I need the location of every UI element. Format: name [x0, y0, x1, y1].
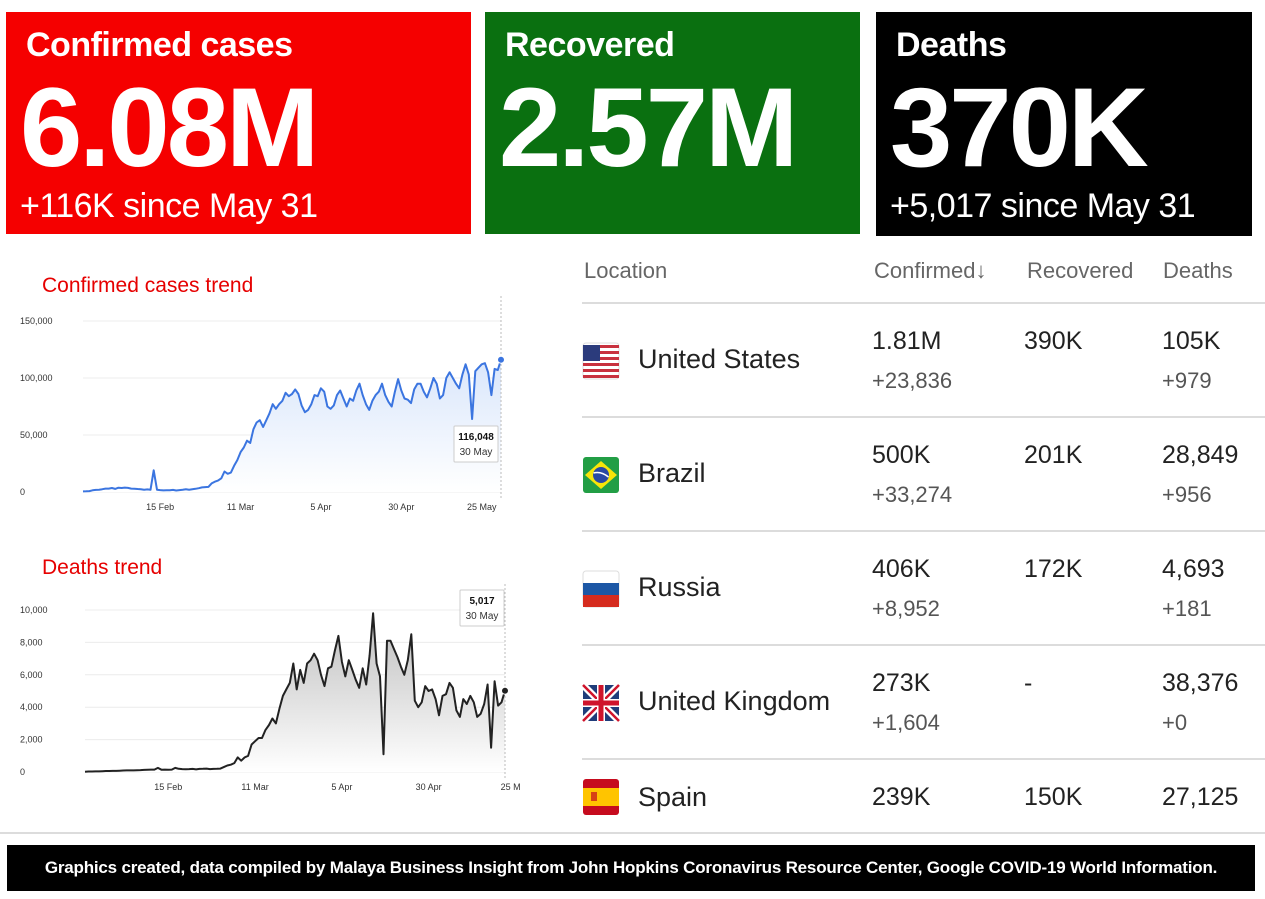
tooltip-box: [459, 589, 505, 627]
deaths-header[interactable]: Deaths: [1163, 258, 1233, 283]
uk-flag-icon: [582, 684, 620, 722]
x-tick-label: 25 May: [501, 782, 520, 792]
recovered-header[interactable]: Recovered: [1027, 258, 1134, 283]
table-row-united-kingdom[interactable]: United Kingdom 273K +1,604 - 38,376 +0: [582, 644, 1265, 760]
table-row-united-states[interactable]: United States 1.81M +23,836 390K 105K +9…: [582, 302, 1265, 418]
y-tick-label: 10,000: [20, 605, 48, 615]
table-row-brazil[interactable]: Brazil 500K +33,274 201K 28,849 +956: [582, 416, 1265, 532]
x-tick-label: 15 Feb: [146, 502, 174, 512]
trend-area: [85, 613, 505, 772]
confirmed-value: 1.81M: [872, 327, 942, 355]
deaths-value: 4,693: [1162, 555, 1225, 583]
x-tick-label: 15 Feb: [154, 782, 182, 792]
deaths-delta: +979: [1162, 368, 1212, 393]
deaths-value: 38,376: [1162, 669, 1239, 697]
y-tick-label: 150,000: [20, 316, 53, 326]
confirmed-value: 500K: [872, 441, 931, 469]
confirmed-delta: +1,604: [872, 710, 940, 735]
confirmed-card-value: 6.08M: [20, 65, 319, 190]
trend-line: [84, 612, 506, 773]
x-tick-label: 11 Mar: [227, 502, 254, 512]
country-name: Brazil: [638, 458, 706, 488]
recovered-card-title: Recovered: [505, 26, 675, 64]
table-row-russia[interactable]: Russia 406K +8,952 172K 4,693 +181: [582, 530, 1265, 646]
confirmed-header-label: Confirmed: [874, 258, 976, 283]
x-tick-label: 11 Mar: [241, 782, 268, 792]
tooltip-date: 30 May: [460, 447, 493, 458]
footer-credit: Graphics created, data compiled by Malay…: [7, 845, 1255, 891]
y-tick-label: 50,000: [20, 430, 48, 440]
us-flag-icon: [582, 342, 620, 380]
confirmed-delta: +33,274: [872, 482, 953, 507]
x-tick-label: 30 Apr: [416, 782, 442, 792]
brazil-flag-icon: [583, 457, 619, 493]
x-tick-label: 5 Apr: [310, 502, 331, 512]
recovered-value: 172K: [1024, 555, 1083, 583]
confirmed-value: 239K: [872, 783, 931, 811]
tooltip-value: 116,048: [458, 432, 494, 443]
country-name: Spain: [638, 782, 708, 812]
x-tick-label: 5 Apr: [331, 782, 352, 792]
y-tick-label: 2,000: [20, 735, 43, 745]
tooltip-value: 5,017: [469, 596, 494, 607]
table-row-spain[interactable]: Spain 239K 150K 27,125: [582, 758, 1265, 834]
deaths-card-title: Deaths: [896, 26, 1007, 64]
deaths-delta: +956: [1162, 482, 1212, 507]
y-tick-label: 0: [20, 767, 25, 777]
recovered-card: Recovered 2.57M: [485, 12, 860, 234]
deaths-card: Deaths 370K +5,017 since May 31: [876, 12, 1252, 236]
deaths-value: 27,125: [1162, 783, 1239, 811]
trend-area: [83, 359, 501, 492]
x-tick-label: 25 May: [467, 502, 497, 512]
confirmed-value: 406K: [872, 555, 931, 583]
deaths-card-value: 370K: [890, 65, 1149, 190]
tooltip-date: 30 May: [466, 611, 499, 622]
trend-line: [82, 359, 502, 493]
x-tick-label: 30 Apr: [388, 502, 414, 512]
recovered-card-value: 2.57M: [499, 65, 798, 190]
deaths-delta: +181: [1162, 596, 1212, 621]
deaths-card-delta: +5,017 since May 31: [890, 187, 1196, 225]
latest-data-point: [501, 686, 509, 695]
recovered-value: 201K: [1024, 441, 1083, 469]
deaths-trend-chart: 0 2,000 4,000 6,000 8,000 10,000 15 Feb 11 Mar 5…: [20, 584, 520, 792]
confirmed-card-delta: +116K since May 31: [20, 187, 318, 225]
country-name: United States: [638, 344, 801, 374]
confirmed-value: 273K: [872, 669, 931, 697]
deaths-trend-title: Deaths trend: [42, 556, 163, 579]
confirmed-delta: +8,952: [872, 596, 940, 621]
country-name: Russia: [638, 572, 721, 602]
y-tick-label: 6,000: [20, 670, 43, 680]
spain-flag-icon: [583, 779, 619, 815]
confirmed-cases-card: Confirmed cases 6.08M +116K since May 31: [6, 12, 471, 234]
country-name: United Kingdom: [638, 686, 831, 716]
deaths-value: 28,849: [1162, 441, 1239, 469]
y-tick-label: 0: [20, 487, 25, 497]
latest-data-point: [497, 355, 505, 364]
recovered-value: 150K: [1024, 783, 1083, 811]
recovered-value: 390K: [1024, 327, 1083, 355]
y-tick-label: 8,000: [20, 637, 43, 647]
russia-flag-icon: [582, 570, 620, 608]
y-tick-label: 100,000: [20, 373, 53, 383]
confirmed-trend-chart: 0 50,000 100,000 150,000 15 Feb 11 Mar 5 Apr 30…: [20, 296, 505, 512]
y-tick-label: 4,000: [20, 702, 43, 712]
deaths-delta: +0: [1162, 710, 1188, 735]
confirmed-delta: +23,836: [872, 368, 953, 393]
footer-divider: [0, 832, 1265, 834]
deaths-value: 105K: [1162, 327, 1221, 355]
tooltip-box: [453, 425, 499, 463]
confirmed-trend-title: Confirmed cases trend: [42, 274, 254, 297]
location-header[interactable]: Location: [584, 258, 668, 283]
confirmed-header[interactable]: Confirmed↓: [874, 258, 986, 284]
recovered-value: -: [1024, 669, 1033, 697]
arrow-down-icon: ↓: [975, 258, 987, 283]
confirmed-card-title: Confirmed cases: [26, 26, 293, 64]
